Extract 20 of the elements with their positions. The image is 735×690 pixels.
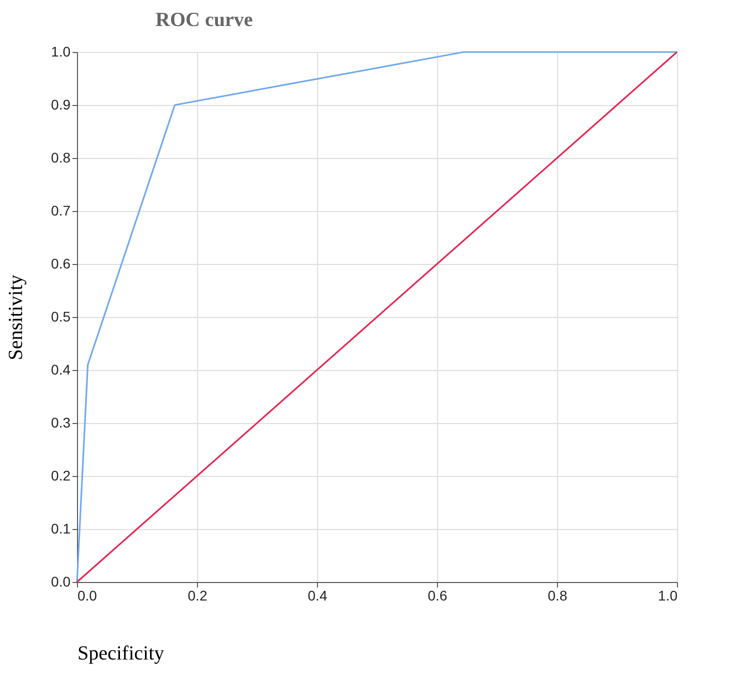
y-axis-title: Sensitivity [5, 274, 28, 360]
chart-title: ROC curve [156, 9, 253, 31]
y-tick-label: 0.6 [51, 256, 71, 272]
x-tick-label: 0.4 [308, 588, 328, 604]
y-tick-label: 0.8 [51, 150, 71, 166]
x-tick-label: 0.0 [78, 588, 98, 604]
x-tick-label: 0.6 [428, 588, 448, 604]
y-tick-label: 0.0 [51, 574, 71, 590]
y-tick-label: 0.3 [51, 414, 71, 430]
x-tick-label: 0.8 [548, 588, 568, 604]
y-tick-label: 0.9 [51, 96, 71, 112]
x-tick-label: 0.2 [188, 588, 208, 604]
y-tick-label: 1.0 [51, 44, 71, 60]
x-tick-label: 1.0 [658, 588, 678, 604]
y-tick-label: 0.2 [51, 468, 71, 484]
y-tick-label: 0.1 [51, 520, 71, 536]
y-tick-label: 0.4 [51, 362, 71, 378]
y-tick-label: 0.5 [51, 308, 71, 324]
x-axis-title: Specificity [78, 642, 164, 664]
y-tick-label: 0.7 [51, 202, 71, 218]
